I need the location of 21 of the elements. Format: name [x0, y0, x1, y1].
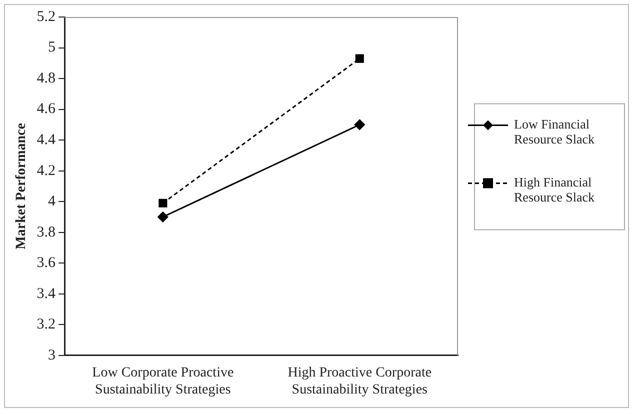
y-tick-label: 5.2 [36, 8, 56, 25]
y-tick-label: 3.4 [36, 286, 56, 302]
y-tick-label: 4.2 [36, 162, 56, 179]
y-tick-label: 3 [48, 347, 56, 364]
x-tick-label: Low Corporate Proactive Sustainability Strategies [92, 365, 234, 398]
y-tick-label: 3.6 [36, 255, 56, 272]
legend-label: High Financial Resource Slack [514, 174, 595, 205]
point [158, 198, 168, 208]
y-axis-title: Market Performance [14, 123, 30, 250]
y-tick-label: 5 [48, 40, 56, 56]
x-tick-label: High Proactive Corporate Sustainability Strategies [288, 365, 432, 398]
y-tick-label: 4.8 [36, 70, 56, 86]
y-tick-label: 4 [48, 194, 56, 210]
point [355, 54, 364, 63]
point [158, 212, 168, 222]
y-tick-label: 4.4 [36, 132, 56, 148]
y-tick-label: 3.8 [36, 224, 56, 240]
y-tick-label: 4.6 [36, 101, 56, 118]
legend-label: Low Financial Resource Slack [514, 116, 595, 147]
y-tick-label: 3.2 [36, 316, 56, 333]
point [354, 119, 365, 130]
